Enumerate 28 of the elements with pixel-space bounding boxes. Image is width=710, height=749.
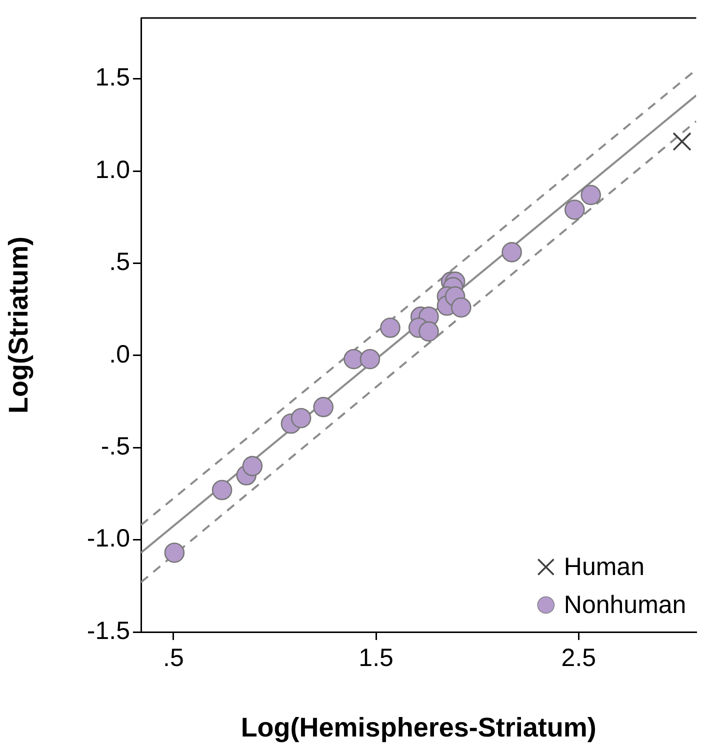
x-tick-label: .5 [162, 644, 184, 672]
point [164, 542, 185, 563]
x-tick-label: 2.5 [561, 644, 596, 672]
point [290, 408, 312, 428]
legend-label: Nonhuman [564, 590, 686, 619]
point [313, 396, 334, 418]
point [564, 200, 585, 220]
y-axis-title: Log(Striatum) [4, 236, 34, 414]
y-tick-label: .5 [109, 248, 130, 276]
point [380, 318, 400, 338]
y-tick-label: -.5 [100, 432, 130, 461]
y-tick-label: 1.5 [95, 64, 130, 92]
point [672, 132, 692, 151]
point [418, 321, 439, 342]
x-tick-label: 1.5 [358, 644, 394, 672]
point [502, 242, 522, 262]
y-tick-label: -1.0 [86, 524, 130, 553]
legend-label: Human [564, 552, 644, 581]
point [344, 348, 364, 370]
x-axis-title: Log(Hemispheres-Striatum) [240, 712, 596, 742]
point [580, 184, 601, 206]
point [451, 297, 472, 318]
y-tick-label: .0 [109, 340, 130, 368]
y-tick-label: -1.5 [86, 616, 130, 645]
point [360, 348, 380, 370]
point [212, 480, 232, 500]
y-tick-label: 1.0 [95, 156, 130, 184]
point [242, 456, 263, 476]
